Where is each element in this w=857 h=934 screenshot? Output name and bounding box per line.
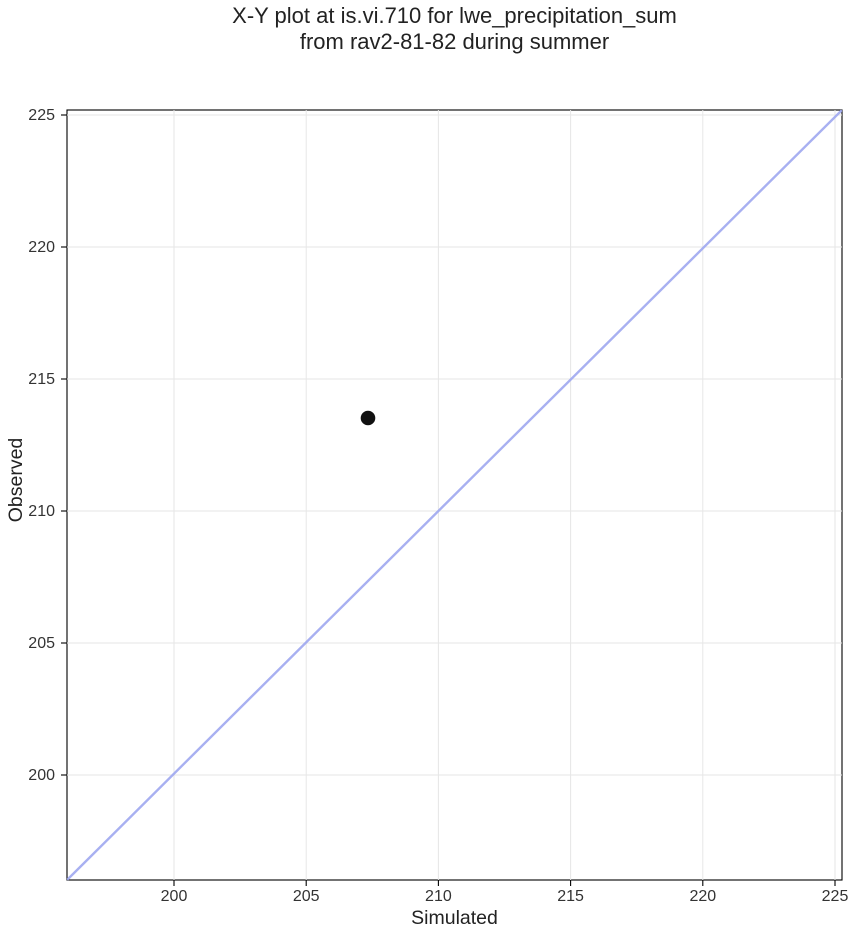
- svg-text:210: 210: [425, 888, 452, 905]
- svg-text:225: 225: [28, 107, 55, 124]
- svg-text:215: 215: [28, 371, 55, 388]
- svg-text:200: 200: [161, 888, 188, 905]
- svg-text:Observed: Observed: [5, 438, 27, 523]
- svg-text:205: 205: [28, 635, 55, 652]
- svg-text:200: 200: [28, 767, 55, 784]
- svg-text:205: 205: [293, 888, 320, 905]
- svg-text:215: 215: [557, 888, 584, 905]
- svg-text:220: 220: [28, 239, 55, 256]
- svg-text:225: 225: [822, 888, 849, 905]
- svg-text:210: 210: [28, 503, 55, 520]
- svg-text:Simulated: Simulated: [411, 907, 498, 929]
- svg-text:220: 220: [689, 888, 716, 905]
